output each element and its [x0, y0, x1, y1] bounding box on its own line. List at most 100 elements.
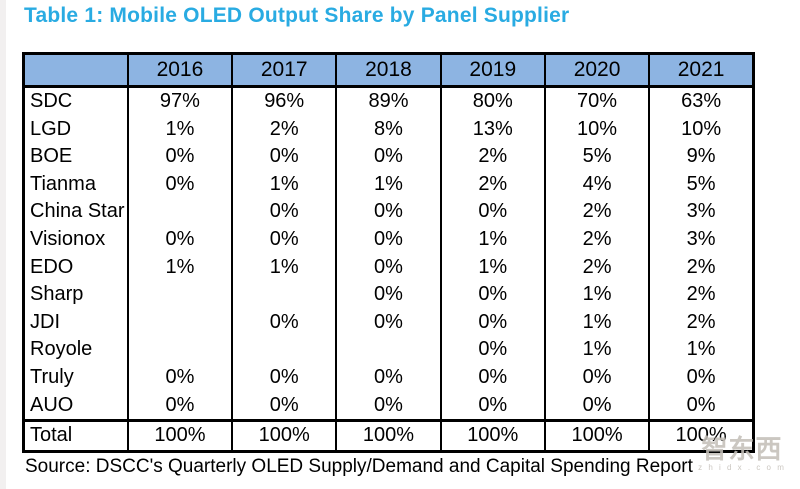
table-row-auo: AUO 0% 0% 0% 0% 0% 0% — [24, 391, 754, 421]
supplier-cell: China Star — [30, 200, 125, 223]
value-cell-2021: 10% — [648, 115, 754, 144]
value-cell-2020: 2% — [543, 198, 650, 226]
value-cell-2017: 0% — [231, 143, 337, 171]
supplier-cell: Visionox — [30, 227, 106, 250]
value-cell-2020: 1% — [543, 336, 650, 364]
value-cell-2020: 2% — [543, 225, 650, 254]
value-cell-2018: 0% — [335, 225, 441, 254]
value-cell-2021: 2% — [648, 253, 754, 282]
table-body: SDC 97% 96% 89% 80% 70% 63% LGD 1% 2% 8% 13% 10% 10% B… — [23, 86, 754, 452]
supplier-cell: Total — [23, 419, 128, 452]
value-cell-2021: 5% — [648, 170, 754, 199]
value-cell-2021: 2% — [648, 281, 754, 309]
value-cell-2016: 100% — [126, 419, 233, 452]
value-cell-2019: 0% — [439, 391, 545, 421]
supplier-cell: SDC — [30, 90, 73, 112]
value-cell-2020: 0% — [543, 363, 650, 392]
table-row-china-star: China Star 0% 0% 0% 2% 3% — [24, 198, 754, 226]
value-cell-2021: 0% — [648, 363, 754, 392]
source-note: Source: DSCC's Quarterly OLED Supply/Dem… — [25, 456, 693, 477]
value-cell-2019: 0% — [439, 336, 545, 364]
total-row: Total 100% 100% 100% 100% 100% 100% — [23, 419, 754, 452]
table-row-sharp: Sharp 0% 0% 1% 2% — [24, 281, 754, 309]
year-header-2018: 2018 — [335, 53, 441, 88]
value-cell-2020: 1% — [543, 281, 650, 309]
value-cell-2018: 0% — [335, 363, 441, 392]
value-cell-2020: 70% — [543, 86, 650, 116]
value-cell-2016: 0% — [126, 391, 233, 421]
value-cell-2017: 100% — [231, 419, 337, 452]
value-cell-2016: 1% — [126, 253, 233, 282]
value-cell-2021: 3% — [648, 198, 754, 226]
value-cell-2016: 0% — [126, 225, 233, 254]
table-row-royole: Royole 0% 1% 1% — [24, 336, 754, 364]
value-cell-2018: 1% — [335, 170, 441, 199]
value-cell-2018: 0% — [335, 281, 441, 309]
table-row-lgd: LGD 1% 2% 8% 13% 10% 10% — [24, 115, 754, 144]
supplier-cell: Truly — [30, 365, 74, 388]
value-cell-2017: 1% — [231, 253, 337, 282]
table-row-tianma: Tianma 0% 1% 1% 2% 4% 5% — [24, 170, 754, 199]
value-cell-2016 — [126, 336, 233, 364]
value-cell-2018: 0% — [335, 143, 441, 171]
supplier-cell: LGD — [30, 117, 72, 140]
value-cell-2021: 0% — [648, 391, 754, 421]
value-cell-2021: 100% — [648, 419, 754, 452]
watermark-url-text: z h i d x . c o m — [698, 463, 786, 472]
table-row-boe: BOE 0% 0% 0% 2% 5% 9% — [24, 143, 754, 171]
year-header-2019: 2019 — [439, 53, 545, 88]
supplier-cell: AUO — [30, 393, 74, 416]
value-cell-2019: 1% — [439, 225, 545, 254]
value-cell-2020: 2% — [543, 253, 650, 282]
value-cell-2020: 1% — [543, 308, 650, 337]
value-cell-2019: 0% — [439, 308, 545, 337]
value-cell-2017: 0% — [231, 198, 337, 226]
value-cell-2020: 10% — [543, 115, 650, 144]
value-cell-2018: 100% — [335, 419, 441, 452]
value-cell-2018: 0% — [335, 253, 441, 282]
supplier-cell: Sharp — [30, 283, 84, 306]
value-cell-2018: 0% — [335, 308, 441, 337]
value-cell-2016 — [126, 308, 233, 337]
year-header-2020: 2020 — [543, 53, 650, 88]
supplier-cell: Tianma — [30, 172, 96, 195]
value-cell-2018 — [335, 336, 441, 364]
value-cell-2016: 0% — [126, 170, 233, 199]
value-cell-2019: 2% — [439, 143, 545, 171]
year-header-2017: 2017 — [231, 53, 337, 88]
value-cell-2018: 8% — [335, 115, 441, 144]
year-header-2016: 2016 — [126, 53, 233, 88]
value-cell-2017: 96% — [231, 86, 337, 116]
value-cell-2019: 0% — [439, 281, 545, 309]
value-cell-2020: 0% — [543, 391, 650, 421]
value-cell-2019: 2% — [439, 170, 545, 199]
table-row-visionox: Visionox 0% 0% 0% 1% 2% 3% — [24, 225, 754, 254]
table-row-truly: Truly 0% 0% 0% 0% 0% 0% — [24, 363, 754, 392]
value-cell-2019: 1% — [439, 253, 545, 282]
table-header: 2016 2017 2018 2019 2020 2021 — [23, 53, 754, 88]
value-cell-2017: 1% — [231, 170, 337, 199]
value-cell-2017 — [231, 336, 337, 364]
value-cell-2019: 80% — [439, 86, 545, 116]
value-cell-2019: 0% — [439, 363, 545, 392]
value-cell-2021: 1% — [648, 336, 754, 364]
value-cell-2018: 0% — [335, 198, 441, 226]
value-cell-2016: 0% — [126, 363, 233, 392]
supplier-cell: Royole — [30, 338, 93, 361]
value-cell-2019: 100% — [439, 419, 545, 452]
value-cell-2016 — [126, 281, 233, 309]
supplier-cell: BOE — [30, 145, 73, 168]
value-cell-2017: 0% — [231, 363, 337, 392]
value-cell-2016 — [126, 198, 233, 226]
header-row: 2016 2017 2018 2019 2020 2021 — [23, 53, 754, 88]
value-cell-2020: 4% — [543, 170, 650, 199]
value-cell-2020: 100% — [543, 419, 650, 452]
supplier-cell: JDI — [30, 310, 60, 333]
value-cell-2017: 0% — [231, 308, 337, 337]
value-cell-2019: 13% — [439, 115, 545, 144]
supplier-cell: EDO — [30, 255, 74, 278]
table-row-edo: EDO 1% 1% 0% 1% 2% 2% — [24, 253, 754, 282]
corner-header-cell — [23, 53, 128, 88]
table-row-jdi: JDI 0% 0% 0% 1% 2% — [24, 308, 754, 337]
